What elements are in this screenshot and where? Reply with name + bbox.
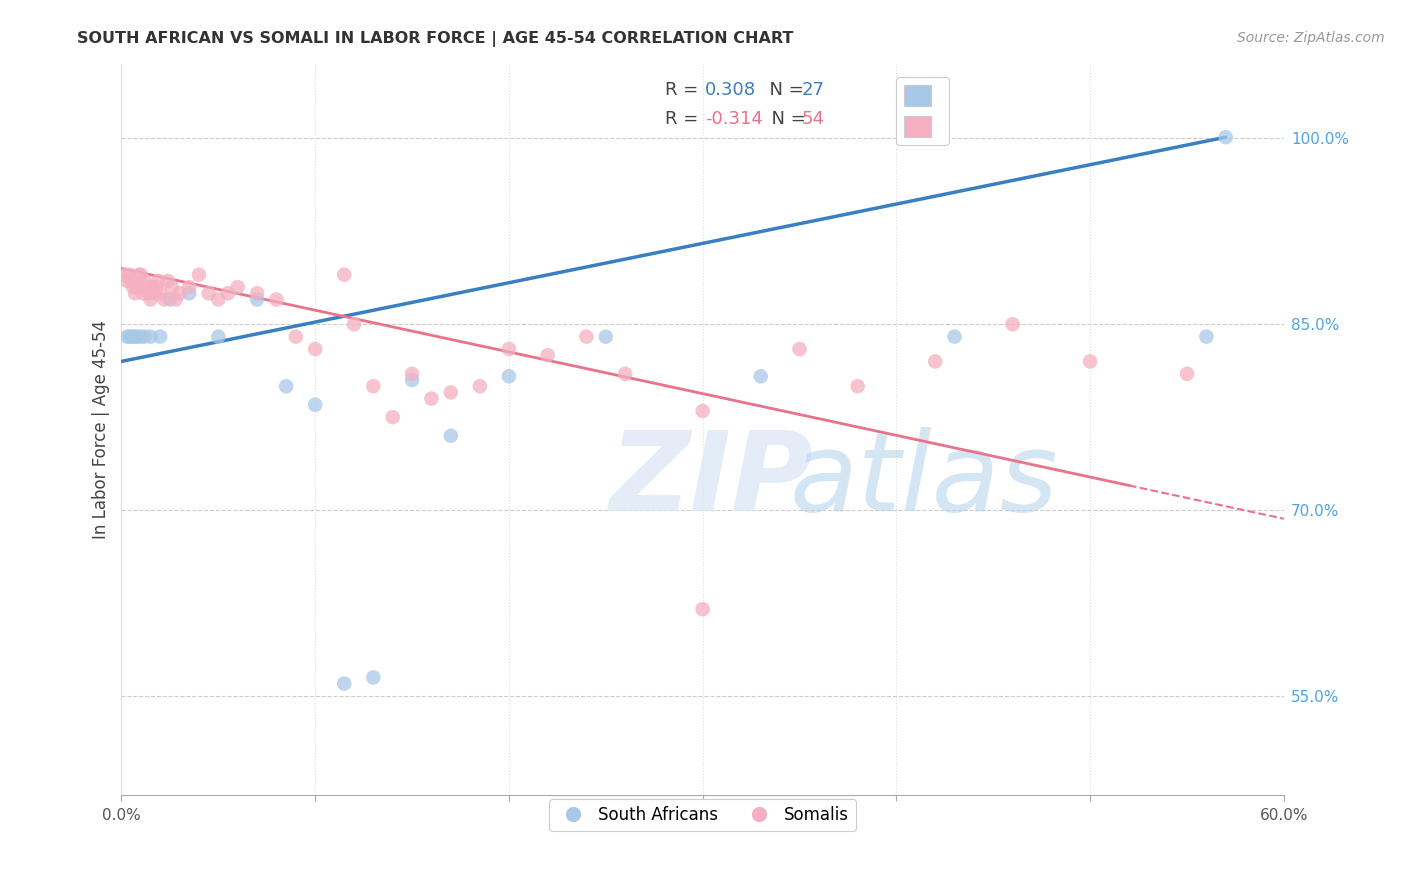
Point	[135, 280, 157, 294]
Point	[128, 268, 150, 282]
Point	[141, 280, 163, 294]
Point	[1195, 329, 1218, 343]
Point	[440, 385, 463, 400]
Point	[132, 286, 155, 301]
Point	[139, 329, 162, 343]
Point	[156, 274, 179, 288]
Point	[134, 329, 156, 343]
Point	[246, 286, 269, 301]
Point	[138, 286, 160, 301]
Text: -0.314: -0.314	[704, 110, 763, 128]
Point	[284, 329, 307, 343]
Point	[117, 329, 139, 343]
Point	[149, 329, 172, 343]
Text: 0.308: 0.308	[704, 80, 756, 99]
Point	[614, 367, 637, 381]
Point	[789, 342, 811, 356]
Point	[217, 286, 239, 301]
Point	[129, 329, 152, 343]
Text: 54: 54	[801, 110, 824, 128]
Point	[537, 348, 560, 362]
Point	[333, 268, 356, 282]
Point	[846, 379, 869, 393]
Point	[401, 367, 423, 381]
Point	[401, 373, 423, 387]
Point	[575, 329, 598, 343]
Point	[117, 274, 139, 288]
Text: 27: 27	[801, 80, 824, 99]
Point	[498, 342, 520, 356]
Point	[160, 280, 183, 294]
Text: Source: ZipAtlas.com: Source: ZipAtlas.com	[1237, 31, 1385, 45]
Y-axis label: In Labor Force | Age 45-54: In Labor Force | Age 45-54	[93, 320, 110, 539]
Point	[148, 274, 170, 288]
Point	[924, 354, 946, 368]
Point	[246, 293, 269, 307]
Point	[149, 286, 172, 301]
Point	[125, 280, 148, 294]
Point	[1078, 354, 1101, 368]
Point	[139, 293, 162, 307]
Point	[692, 404, 714, 418]
Point	[134, 274, 156, 288]
Legend: South Africans, Somalis: South Africans, Somalis	[550, 799, 856, 830]
Point	[122, 329, 145, 343]
Point	[304, 342, 326, 356]
Point	[1175, 367, 1198, 381]
Text: atlas: atlas	[790, 427, 1059, 534]
Point	[749, 369, 772, 384]
Text: R =: R =	[665, 80, 704, 99]
Point	[120, 274, 142, 288]
Point	[124, 329, 146, 343]
Point	[595, 329, 617, 343]
Point	[187, 268, 209, 282]
Point	[129, 268, 152, 282]
Point	[125, 329, 148, 343]
Point	[440, 429, 463, 443]
Point	[266, 293, 288, 307]
Point	[124, 286, 146, 301]
Text: ZIP: ZIP	[610, 427, 813, 534]
Point	[145, 280, 167, 294]
Point	[143, 286, 166, 301]
Point	[381, 410, 404, 425]
Point	[1001, 318, 1024, 332]
Point	[498, 369, 520, 384]
Point	[120, 329, 142, 343]
Point	[207, 293, 229, 307]
Text: N =: N =	[758, 80, 810, 99]
Point	[1215, 130, 1237, 145]
Point	[169, 286, 191, 301]
Point	[363, 670, 385, 684]
Point	[333, 676, 356, 690]
Point	[363, 379, 385, 393]
Point	[274, 379, 297, 393]
Point	[159, 293, 181, 307]
Point	[304, 398, 326, 412]
Point	[165, 293, 187, 307]
Point	[114, 268, 136, 282]
Point	[153, 293, 176, 307]
Point	[226, 280, 249, 294]
Point	[343, 318, 366, 332]
Text: SOUTH AFRICAN VS SOMALI IN LABOR FORCE | AGE 45-54 CORRELATION CHART: SOUTH AFRICAN VS SOMALI IN LABOR FORCE |…	[77, 31, 794, 47]
Text: N =: N =	[759, 110, 811, 128]
Point	[420, 392, 443, 406]
Point	[207, 329, 229, 343]
Point	[692, 602, 714, 616]
Point	[122, 280, 145, 294]
Point	[468, 379, 491, 393]
Point	[197, 286, 219, 301]
Point	[179, 280, 201, 294]
Point	[118, 268, 141, 282]
Point	[118, 329, 141, 343]
Text: R =: R =	[665, 110, 704, 128]
Point	[943, 329, 966, 343]
Point	[179, 286, 201, 301]
